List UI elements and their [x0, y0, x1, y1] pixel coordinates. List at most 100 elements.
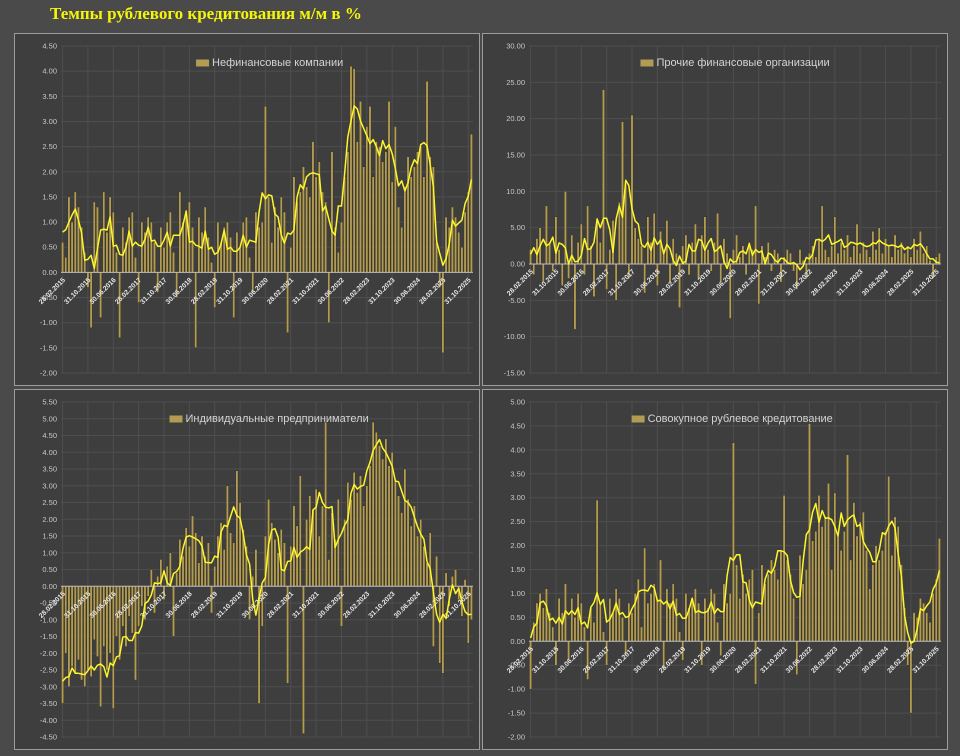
bar: [181, 555, 185, 587]
bar: [64, 257, 68, 273]
bar: [823, 516, 827, 642]
legend-label: Прочие финансовые организации: [656, 57, 829, 69]
chart-svg: -2.00 -1.50 -1.00 -0.50 0.00 0.50 1.00 1.50 2.00…: [506, 398, 941, 742]
gridlines: [529, 45, 941, 374]
bar: [368, 465, 372, 587]
bar: [378, 146, 381, 273]
bar: [387, 101, 391, 273]
y-axis-label: 0.00: [42, 268, 57, 277]
y-axis-label: 30.00: [506, 42, 525, 51]
bar: [381, 458, 385, 587]
bar: [260, 221, 264, 273]
chart-legend[interactable]: Прочие финансовые организации: [640, 57, 830, 69]
bar: [827, 256, 830, 265]
y-axis-label: -3.50: [40, 699, 57, 708]
bar: [576, 593, 580, 642]
bar: [839, 550, 843, 642]
bar: [314, 176, 318, 273]
chart-panel-other-financial-orgs[interactable]: -15.00 -10.00 -5.00 0.00 5.00 10.00 15.00 20.00…: [482, 33, 948, 386]
y-axis-label: 1.00: [510, 589, 525, 598]
bar: [887, 475, 891, 642]
bar: [567, 263, 570, 279]
y-axis-label: -15.00: [504, 369, 525, 378]
bar: [340, 221, 343, 273]
bar: [846, 454, 849, 642]
bar: [400, 226, 404, 273]
bar: [210, 262, 213, 273]
bar: [394, 126, 397, 273]
bar: [463, 579, 467, 587]
bar: [649, 593, 653, 642]
bar: [836, 252, 840, 265]
bar: [374, 431, 378, 587]
bar: [798, 554, 802, 642]
bar: [362, 505, 366, 587]
page-title: Темпы рублевого кредитования м/м в %: [50, 4, 362, 23]
y-axis-label: 1.00: [42, 218, 57, 227]
bar: [409, 176, 413, 273]
chart-panel-total-ruble-lending[interactable]: -2.00 -1.50 -1.00 -0.50 0.00 0.50 1.00 1.50 2.00…: [482, 389, 948, 750]
bar: [264, 106, 267, 273]
bar: [706, 249, 710, 265]
chart-legend[interactable]: Нефинансовые компании: [196, 57, 343, 69]
moving-average-line: [62, 105, 473, 270]
y-axis-label: 0.00: [510, 637, 525, 646]
bar: [665, 588, 669, 642]
bar: [197, 562, 201, 587]
bar: [194, 532, 198, 587]
bar: [435, 555, 438, 587]
bar: [61, 241, 64, 273]
legend-label: Индивидуальные предприниматели: [186, 413, 369, 425]
bar: [413, 166, 416, 273]
y-axis-label: -10.00: [504, 332, 525, 341]
bar-series: [61, 65, 473, 354]
bar: [602, 631, 605, 642]
bar: [842, 249, 846, 265]
y-axis-label: 15.00: [506, 151, 525, 160]
y-axis-label: 3.00: [42, 481, 57, 490]
chart-panel-nonfinancial-companies[interactable]: -2.00 -1.50 -1.00 -0.50 0.00 0.50 1.00 1.50 2.00…: [14, 33, 480, 386]
bar: [636, 578, 640, 642]
chart-legend[interactable]: Совокупное рублевое кредитование: [631, 413, 833, 425]
bar: [254, 549, 258, 587]
bar: [560, 263, 564, 286]
bar: [554, 216, 558, 265]
bar: [820, 526, 824, 642]
moving-average-line: [529, 502, 941, 644]
y-axis-label: 2.00: [42, 167, 57, 176]
bar: [551, 626, 555, 642]
y-axis-label: 0.00: [510, 260, 525, 269]
bar: [317, 535, 321, 587]
bar: [235, 470, 239, 587]
chart-legend[interactable]: Индивидуальные предприниматели: [169, 413, 369, 425]
bar: [630, 612, 634, 642]
bar: [466, 191, 470, 273]
bar: [817, 238, 821, 265]
bar: [598, 241, 602, 265]
bar: [384, 151, 388, 273]
bar: [789, 252, 792, 265]
bar: [881, 550, 884, 642]
bar: [814, 531, 818, 642]
bar: [172, 252, 175, 273]
bar: [371, 176, 375, 273]
bar: [191, 515, 194, 587]
bar: [738, 598, 742, 642]
bar: [229, 236, 232, 273]
bar: [640, 626, 643, 642]
bar: [194, 272, 198, 349]
bar: [175, 572, 179, 587]
bar: [884, 531, 887, 642]
bar: [545, 588, 548, 642]
moving-average-line: [529, 179, 940, 271]
bar: [355, 141, 359, 273]
legend-label: Нефинансовые компании: [212, 57, 343, 69]
chart-panel-individual-entrepreneurs[interactable]: -4.50 -4.00 -3.50 -3.00 -2.50 -2.00 -1.50 -1.00…: [14, 389, 480, 750]
bar: [728, 593, 732, 642]
bar: [779, 550, 783, 642]
bar: [671, 583, 675, 642]
bar: [397, 495, 400, 587]
bar: [96, 586, 99, 657]
y-axis-label: 25.00: [506, 78, 525, 87]
bar: [216, 221, 220, 273]
